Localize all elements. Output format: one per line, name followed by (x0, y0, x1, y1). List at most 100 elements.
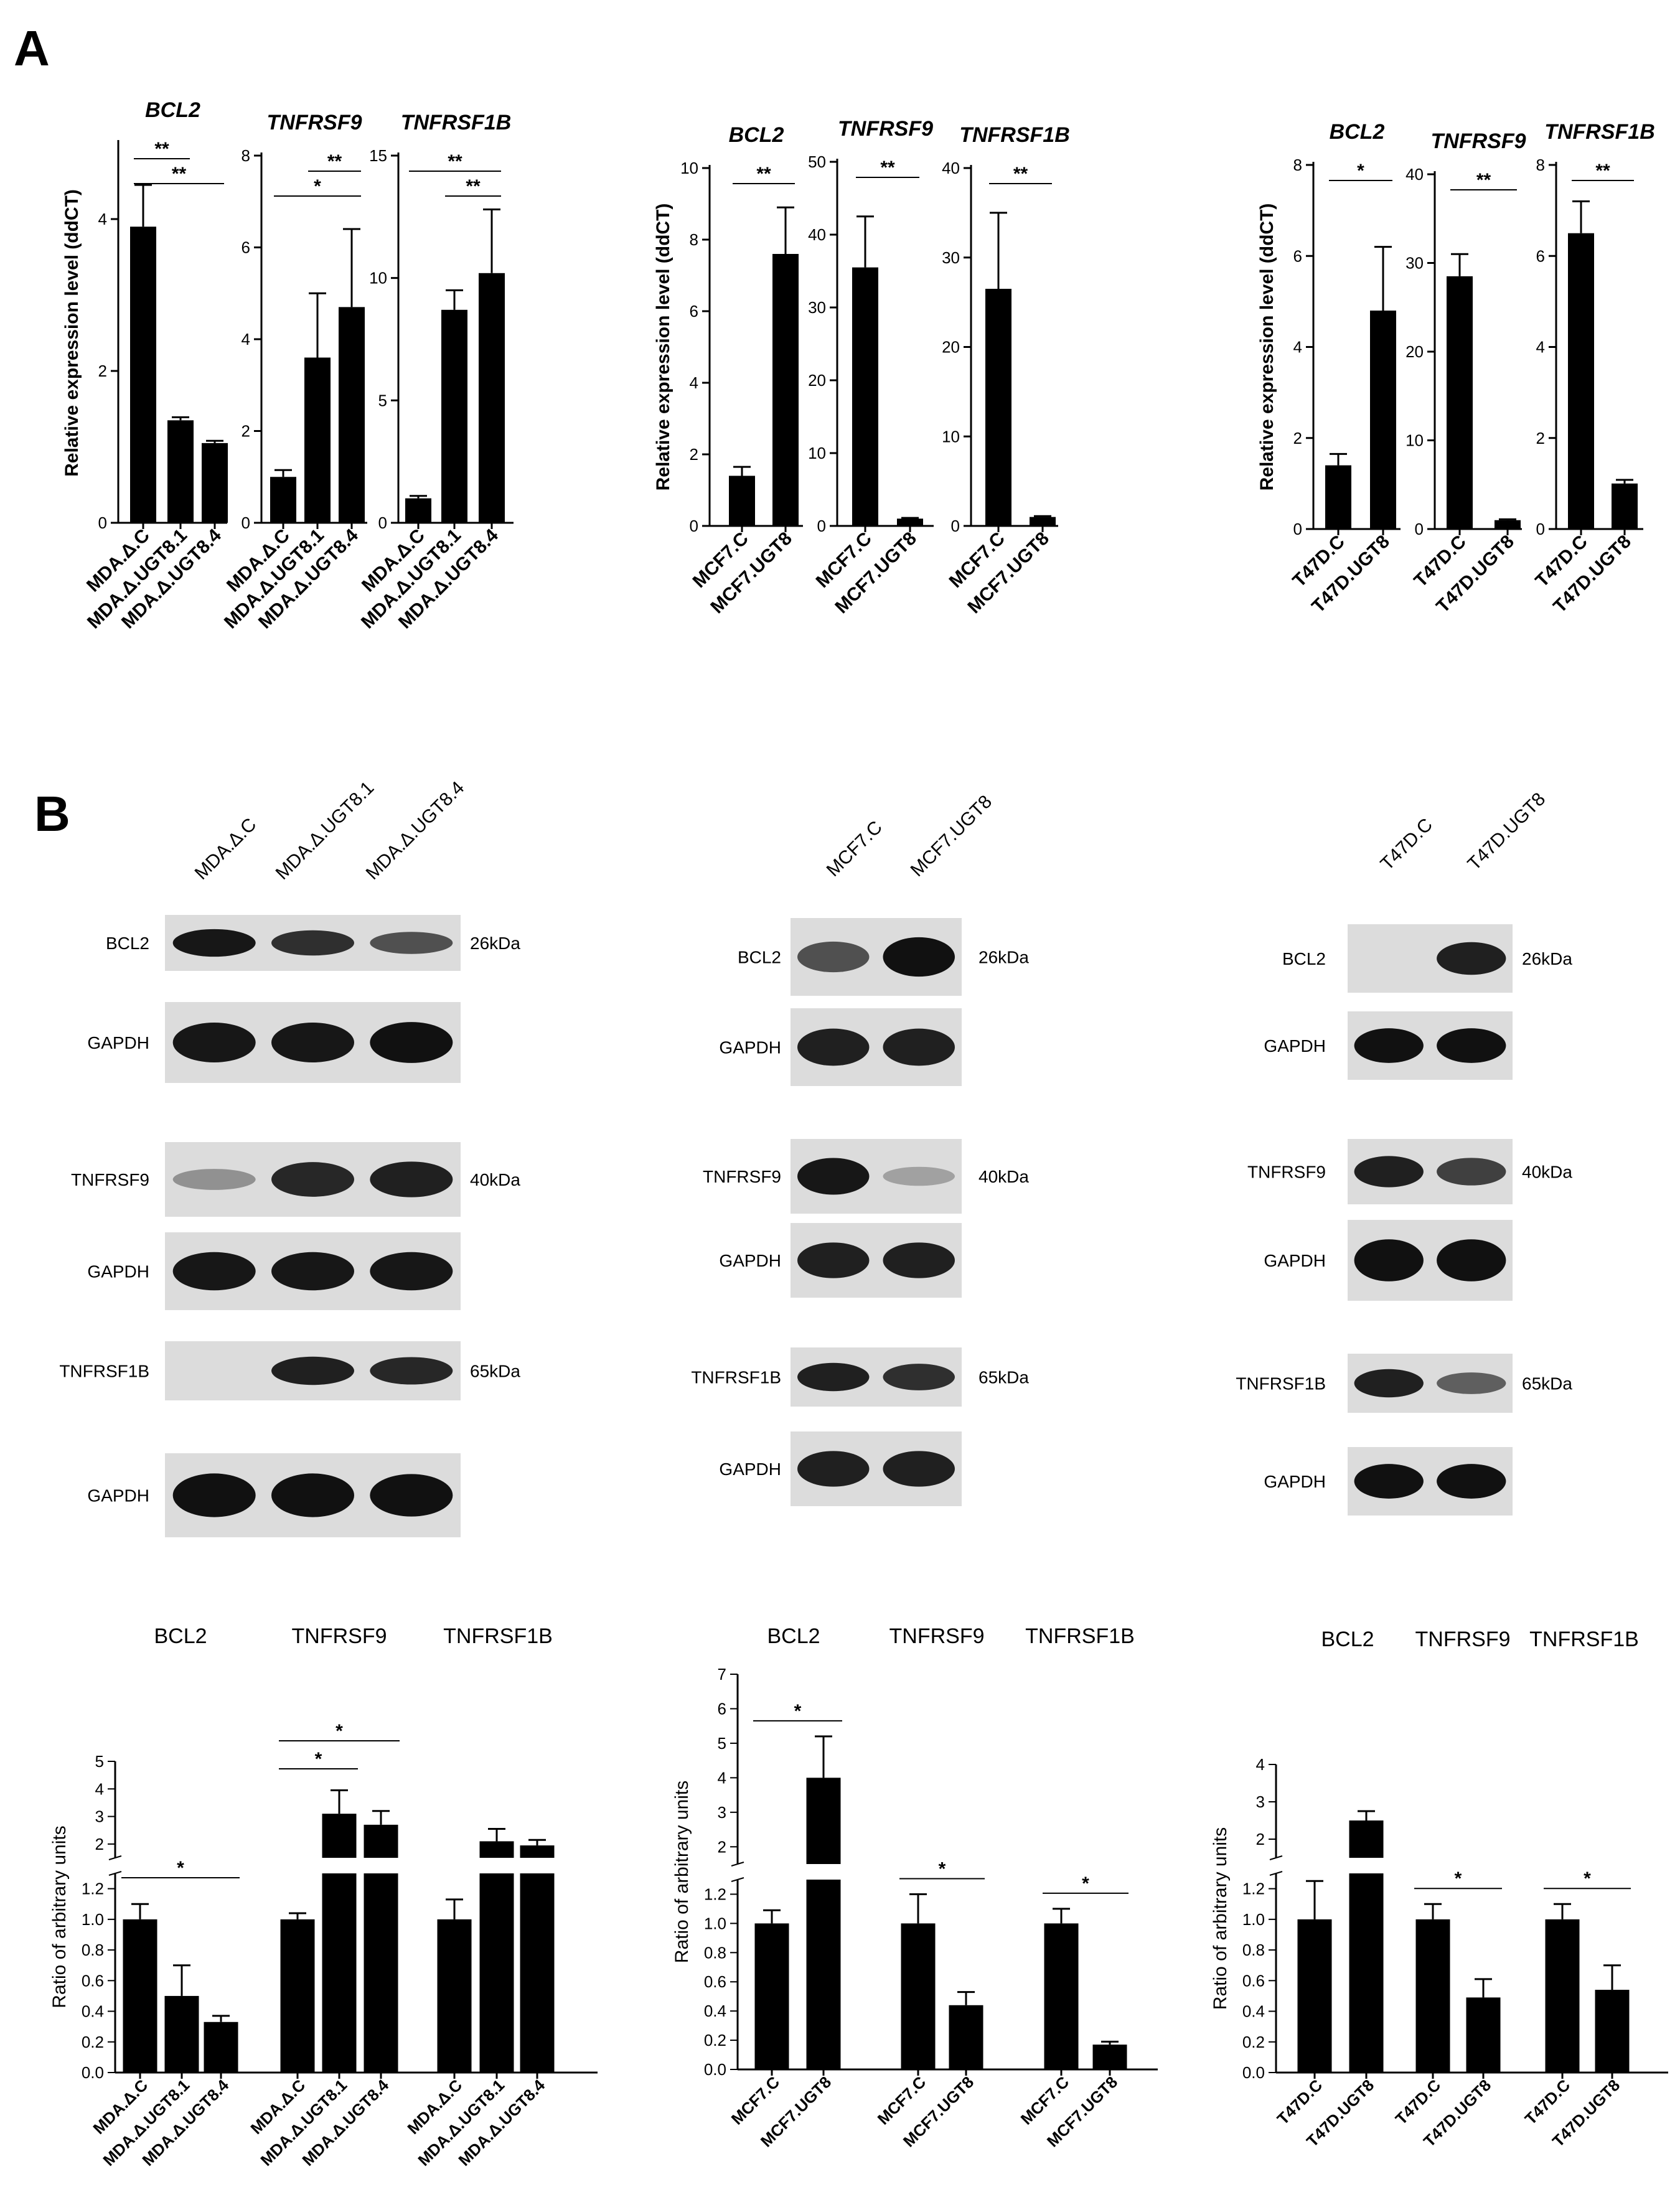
y-axis-label: Ratio of arbitrary units (1210, 1827, 1231, 2010)
blot-band (370, 1252, 453, 1291)
group-title: BCL2 (154, 1624, 207, 1648)
chart-title: BCL2 (145, 98, 200, 122)
blot-band (883, 1166, 955, 1186)
group-title: BCL2 (1321, 1628, 1374, 1651)
y-tick-label: 2 (718, 1837, 726, 1856)
bar (754, 1923, 789, 2069)
y-tick-label: 4 (1293, 338, 1302, 357)
protein-label: GAPDH (1264, 1036, 1326, 1056)
significance-label: * (315, 1749, 322, 1769)
y-tick-label: 0 (378, 513, 387, 532)
blot-band (1437, 1158, 1506, 1186)
y-tick-label: 50 (808, 152, 826, 171)
qpcr-chart-mda-tnfrsf1b: 051015TNFRSF1BMDA.Δ.CMDA.Δ.UGT8.1MDA.Δ.U… (357, 111, 514, 633)
y-tick-label: 0 (1536, 520, 1545, 538)
protein-label: TNFRSF9 (71, 1170, 149, 1189)
protein-label: TNFRSF9 (1247, 1163, 1326, 1182)
lane-label: MDA.Δ.UGT8.4 (362, 777, 469, 884)
bar-break-gap (362, 1858, 400, 1873)
blot-band (1437, 1239, 1506, 1281)
significance-label: ** (448, 151, 462, 172)
bar (1447, 276, 1473, 529)
y-tick-label: 0.2 (1242, 2033, 1265, 2051)
blot-row-tnfrsf9: TNFRSF9 40kDa (1247, 1139, 1572, 1204)
chart-title: TNFRSF9 (1431, 129, 1526, 153)
blot-band (370, 1022, 453, 1063)
y-tick-label: 0.8 (82, 1941, 104, 1959)
y-tick-label: 8 (242, 146, 250, 165)
blot-row-tnfrsf9: TNFRSF9 40kDa (703, 1139, 1029, 1214)
bar (1325, 465, 1351, 529)
y-tick-label: 1.2 (1242, 1880, 1265, 1898)
blot-band (797, 1362, 870, 1392)
bar (520, 1845, 555, 2073)
blot-row-bcl2: BCL2 26kDa (738, 918, 1029, 996)
chart-title: TNFRSF1B (401, 111, 512, 134)
bar (479, 1841, 514, 2073)
y-tick-label: 2 (1293, 429, 1302, 447)
molecular-weight-label: 65kDa (470, 1362, 520, 1381)
significance-label: ** (466, 176, 481, 197)
lane-label: MCF7.C (823, 817, 886, 881)
protein-label: GAPDH (719, 1251, 781, 1270)
protein-label: BCL2 (738, 948, 781, 967)
blot-band (1354, 1156, 1424, 1188)
bar (1595, 1990, 1630, 2073)
bar-break-gap (805, 1864, 842, 1880)
bar (901, 1923, 936, 2069)
y-tick-label: 0 (817, 517, 826, 535)
group-title: TNFRSF9 (1415, 1628, 1511, 1651)
protein-label: TNFRSF1B (59, 1362, 149, 1381)
significance-label: ** (880, 157, 895, 178)
molecular-weight-label: 40kDa (470, 1170, 520, 1189)
bar (1495, 520, 1521, 529)
bar (437, 1919, 472, 2073)
blot-row-tnfrsf1b: TNFRSF1B 65kDa (1236, 1354, 1572, 1413)
bar (1297, 1919, 1332, 2073)
protein-label: GAPDH (87, 1033, 149, 1052)
blot-band (271, 1162, 354, 1197)
blot-band (172, 1252, 256, 1291)
bar (772, 254, 799, 526)
blot-band (370, 1161, 453, 1197)
y-axis-label: Ratio of arbitrary units (49, 1825, 70, 2008)
blot-band (1437, 1372, 1506, 1394)
bar (204, 2022, 238, 2073)
y-tick-label: 2 (95, 1835, 104, 1853)
blot-band (271, 930, 354, 956)
y-tick-label: 0.6 (1242, 1971, 1265, 1990)
y-tick-label: 0.4 (704, 2002, 726, 2020)
bar (852, 267, 878, 526)
bar-break-gap (1348, 1858, 1385, 1873)
bar (123, 1919, 157, 2073)
y-tick-label: 0 (98, 513, 107, 532)
lane-label: MDA.Δ.C (191, 814, 261, 884)
qpcr-chart-t47d-bcl2: 0 2 4 6 8 BCL2 Relative expression level (ddCT… (1257, 120, 1401, 617)
blot-band (271, 1252, 354, 1291)
group-title: TNFRSF1B (1025, 1624, 1135, 1648)
y-tick-label: 4 (98, 210, 107, 228)
axis-break-mark (108, 1855, 122, 1860)
significance-label: ** (327, 151, 342, 172)
blot-band (883, 1028, 955, 1066)
bar (1466, 1997, 1501, 2073)
significance-label: * (1584, 1868, 1591, 1889)
protein-label: GAPDH (87, 1262, 149, 1281)
blot-band (797, 941, 870, 973)
y-tick-label: 8 (690, 230, 698, 249)
protein-label: BCL2 (1282, 949, 1326, 968)
y-tick-label: 2 (690, 445, 698, 464)
y-tick-label: 30 (942, 248, 960, 267)
blot-row-gapdh: GAPDH (719, 1008, 962, 1086)
group-title: TNFRSF9 (889, 1624, 985, 1648)
y-tick-label: 40 (808, 225, 826, 244)
significance-label: * (336, 1721, 343, 1741)
blot-band (797, 1158, 870, 1195)
blot-band (797, 1028, 870, 1066)
y-tick-label: 0.6 (704, 1972, 726, 1991)
y-tick-label: 10 (680, 159, 698, 177)
bar (1030, 517, 1056, 526)
blot-band (797, 1451, 870, 1487)
